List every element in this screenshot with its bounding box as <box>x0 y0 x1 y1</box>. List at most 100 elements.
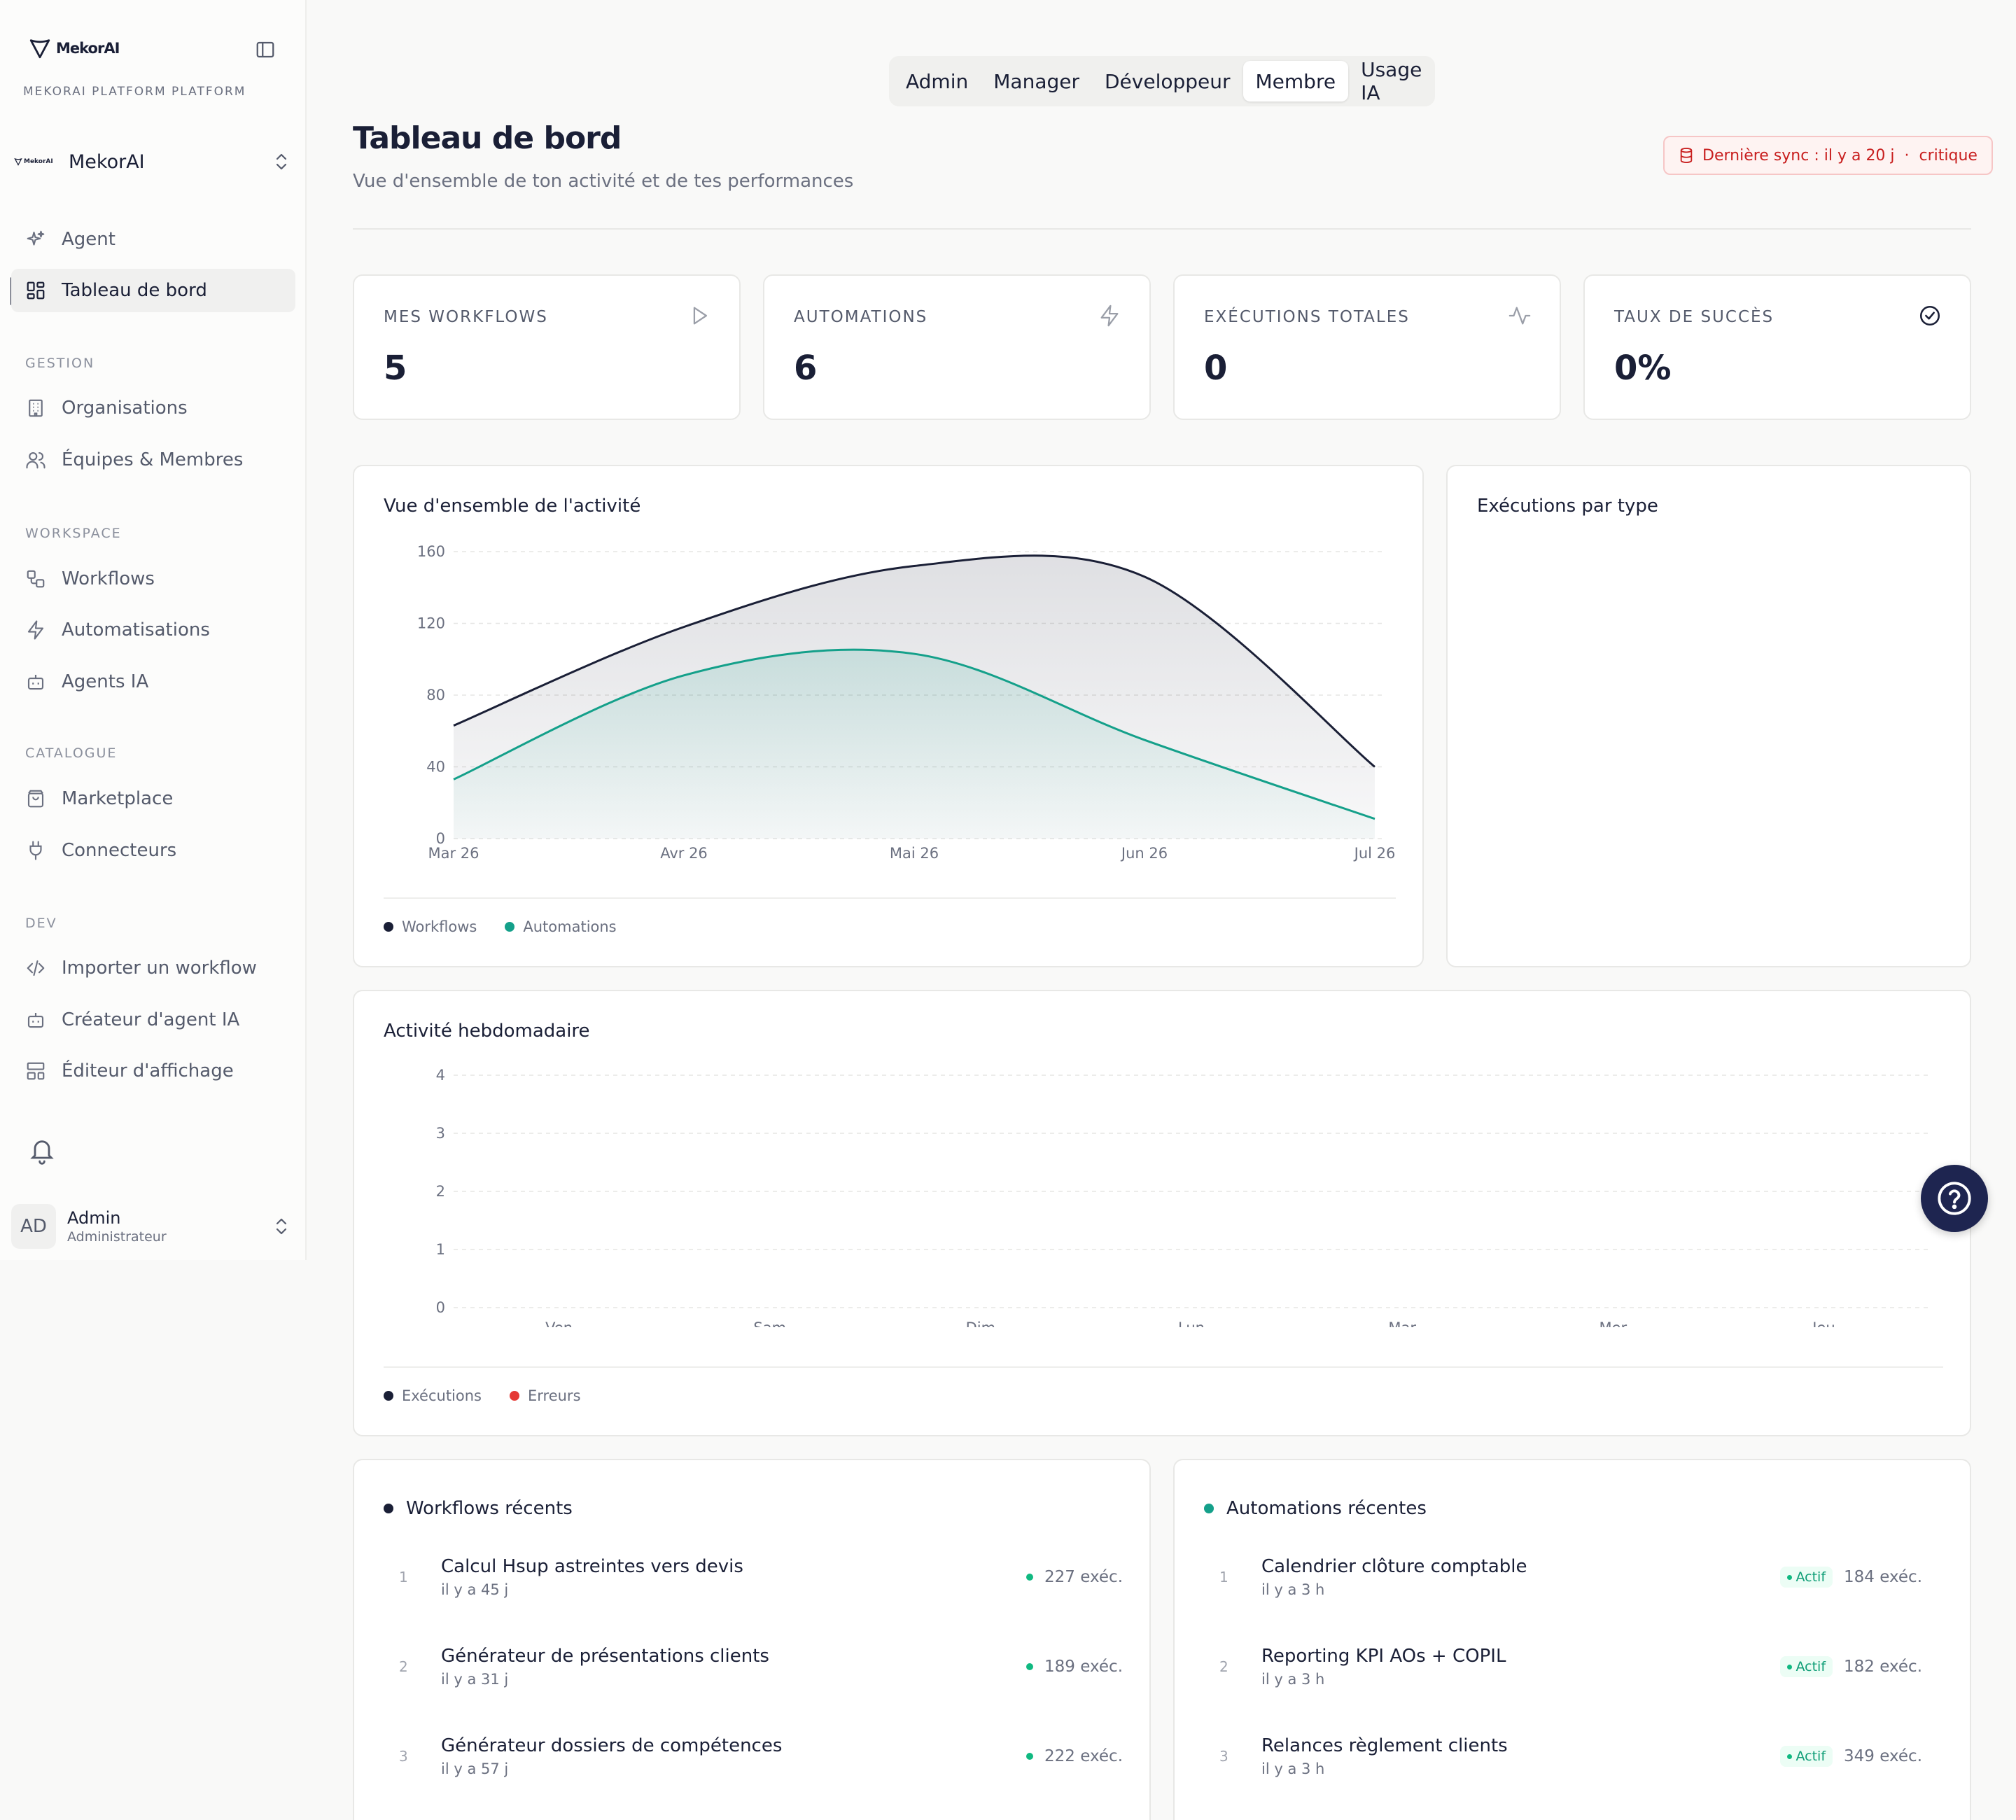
sidebar-item-label: Créateur d'agent IA <box>62 1009 240 1030</box>
legend-label: Exécutions <box>402 1387 482 1404</box>
org-logo-icon <box>14 158 22 166</box>
stat-label: EXÉCUTIONS TOTALES <box>1204 308 1410 326</box>
avatar: AD <box>11 1204 56 1249</box>
sidebar-item-organisations[interactable]: Organisations <box>11 386 295 430</box>
stat-value: 5 <box>384 349 407 388</box>
sidebar-item-import-workflow[interactable]: Importer un workflow <box>11 946 295 990</box>
sidebar-item-display-editor[interactable]: Éditeur d'affichage <box>11 1049 295 1093</box>
sidebar-item-label: Workflows <box>62 568 155 589</box>
card-separator <box>384 897 1396 899</box>
x-tick-label: Jeu <box>1811 1320 1835 1327</box>
row-index: 3 <box>399 1748 408 1765</box>
list-item[interactable]: 1 Calendrier clôture comptable il y a 3 h… <box>1204 1546 1922 1609</box>
sync-text: Dernière sync : il y a 20 j · critique <box>1702 146 1977 164</box>
sidebar-item-connectors[interactable]: Connecteurs <box>11 829 295 872</box>
stat-value: 0% <box>1614 349 1672 388</box>
y-tick-label: 120 <box>417 615 445 632</box>
stat-card-success-rate: TAUX DE SUCCÈS 0% <box>1583 274 1971 420</box>
list-item[interactable]: 1 Calcul Hsup astreintes vers devis il y … <box>384 1546 1123 1609</box>
sidebar-item-dashboard[interactable]: Tableau de bord <box>11 269 295 312</box>
org-name: MekorAI <box>69 150 145 173</box>
row-execs: 227 exéc. <box>1044 1568 1123 1586</box>
sync-status-badge[interactable]: Dernière sync : il y a 20 j · critique <box>1663 136 1993 175</box>
sidebar-item-marketplace[interactable]: Marketplace <box>11 777 295 820</box>
org-switcher[interactable]: MekorAI MekorAI <box>11 144 295 179</box>
activity-chart: 0 40 80 120 160 Mar 26 Avr 26 Mai 26 Jun 26 Jul 2… <box>417 543 1395 862</box>
y-tick-label: 4 <box>436 1067 445 1084</box>
y-tick-label: 1 <box>436 1241 445 1258</box>
legend-dot <box>384 922 393 932</box>
list-title-text: Workflows récents <box>406 1498 573 1519</box>
tab-developpeur[interactable]: Développeur <box>1104 69 1231 93</box>
y-tick-label: 0 <box>436 830 445 847</box>
row-execs: 189 exéc. <box>1044 1658 1123 1676</box>
sidebar-item-automations[interactable]: Automatisations <box>11 608 295 652</box>
row-name: Calcul Hsup astreintes vers devis <box>441 1556 743 1577</box>
legend-item-executions[interactable]: Exécutions <box>384 1387 482 1404</box>
sidebar-toggle-icon[interactable] <box>255 39 276 60</box>
row-execs: 184 exéc. <box>1844 1568 1922 1586</box>
bell-icon[interactable] <box>28 1135 56 1166</box>
sidebar: MekorAI MEKORAI PLATFORM PLATFORM MekorA… <box>0 0 307 1260</box>
row-time: il y a 3 h <box>1261 1581 1325 1598</box>
user-menu[interactable]: AD Admin Administrateur <box>11 1201 295 1252</box>
sidebar-item-label: Agent <box>62 229 115 250</box>
org-logo-text: MekorAI <box>24 158 53 165</box>
section-label-workspace: WORKSPACE <box>25 526 122 541</box>
x-tick-label: Jun 26 <box>1120 845 1168 862</box>
stat-value: 6 <box>794 349 818 388</box>
user-name: Admin <box>67 1208 121 1228</box>
list-item[interactable]: 2 Générateur de présentations clients il … <box>384 1635 1123 1698</box>
legend-item-errors[interactable]: Erreurs <box>510 1387 581 1404</box>
sidebar-item-label: Connecteurs <box>62 840 177 861</box>
weekly-chart: 0 1 2 3 4 Ven Sam Dim Lun Mar Mer Jeu <box>436 1067 1929 1327</box>
x-tick-label: Dim <box>966 1320 995 1327</box>
status-dot <box>1026 1753 1034 1760</box>
legend-item-automations[interactable]: Automations <box>505 918 617 935</box>
chevrons-up-down-icon <box>276 153 287 170</box>
list-item[interactable]: 3 Relances règlement clients il y a 3 h A… <box>1204 1725 1922 1788</box>
page-title: Tableau de bord <box>353 120 622 156</box>
legend-label: Automations <box>523 918 617 935</box>
row-name: Générateur dossiers de compétences <box>441 1735 783 1756</box>
stat-card-executions: EXÉCUTIONS TOTALES 0 <box>1173 274 1561 420</box>
y-tick-label: 2 <box>436 1183 445 1200</box>
x-tick-label: Mar 26 <box>428 845 479 862</box>
plug-icon <box>24 839 48 862</box>
series-line-automations <box>453 648 1376 820</box>
legend-item-workflows[interactable]: Workflows <box>384 918 477 935</box>
help-circle-icon <box>1938 1182 1971 1215</box>
sidebar-item-workflows[interactable]: Workflows <box>11 557 295 601</box>
zap-icon <box>1100 304 1119 327</box>
series-area-automations <box>454 650 1375 839</box>
sidebar-item-label: Éditeur d'affichage <box>62 1060 234 1082</box>
sidebar-item-teams-members[interactable]: Équipes & Membres <box>11 438 295 482</box>
card-title: Exécutions par type <box>1477 496 1658 517</box>
y-tick-label: 0 <box>436 1299 445 1316</box>
sidebar-item-agent[interactable]: Agent <box>11 218 295 261</box>
section-label-gestion: GESTION <box>25 356 95 371</box>
user-role: Administrateur <box>67 1229 167 1245</box>
help-button[interactable] <box>1921 1165 1988 1232</box>
sidebar-item-label: Agents IA <box>62 671 149 692</box>
recent-automations-card: Automations récentes 1 Calendrier clôtur… <box>1173 1459 1971 1820</box>
tab-admin[interactable]: Admin <box>906 69 969 93</box>
sidebar-item-ai-agents[interactable]: Agents IA <box>11 660 295 704</box>
list-title: Workflows récents <box>384 1498 573 1519</box>
brand-logo[interactable]: MekorAI <box>28 36 120 60</box>
list-item[interactable]: 3 Générateur dossiers de compétences il y… <box>384 1725 1123 1788</box>
stat-label: MES WORKFLOWS <box>384 308 548 326</box>
sidebar-item-agent-creator[interactable]: Créateur d'agent IA <box>11 998 295 1042</box>
list-title-text: Automations récentes <box>1226 1498 1427 1519</box>
x-tick-label: Ven <box>545 1320 573 1327</box>
list-item[interactable]: 2 Reporting KPI AOs + COPIL il y a 3 h Ac… <box>1204 1635 1922 1698</box>
database-icon <box>1680 148 1693 164</box>
play-icon <box>693 307 708 325</box>
tab-membre[interactable]: Membre <box>1242 61 1349 102</box>
row-name: Relances règlement clients <box>1261 1735 1508 1756</box>
tab-usage-ia[interactable]: Usage IA <box>1361 58 1422 104</box>
role-tabs: Admin Manager Développeur Membre Usage I… <box>889 56 1435 106</box>
tab-manager[interactable]: Manager <box>993 69 1079 93</box>
row-execs: 182 exéc. <box>1844 1658 1922 1676</box>
zap-icon <box>24 618 48 642</box>
